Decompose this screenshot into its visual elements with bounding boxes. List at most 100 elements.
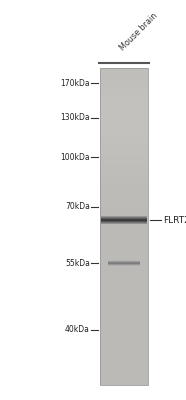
Bar (100, 110, 148, 111)
Bar (100, 315, 148, 316)
Bar (100, 116, 148, 117)
Bar (100, 214, 148, 215)
Bar (100, 190, 148, 192)
Bar (100, 181, 148, 182)
Bar (100, 230, 148, 231)
Bar (100, 333, 148, 334)
Bar (100, 87, 148, 88)
Bar (100, 139, 148, 140)
Bar (100, 309, 148, 310)
Bar (100, 374, 148, 376)
Bar (100, 368, 148, 369)
Bar (100, 177, 148, 178)
Bar (100, 370, 148, 371)
Bar (100, 82, 148, 83)
Bar (100, 208, 148, 210)
Bar (100, 250, 148, 251)
Bar (100, 278, 148, 279)
Bar (100, 195, 148, 196)
Bar (100, 284, 148, 285)
Bar (100, 338, 148, 340)
Bar (100, 128, 148, 129)
Bar (100, 120, 148, 121)
Bar (100, 369, 148, 370)
Bar (100, 260, 148, 261)
Bar (100, 69, 148, 70)
Bar (100, 119, 148, 120)
Bar (100, 233, 148, 234)
Bar (100, 268, 148, 269)
Bar (100, 277, 148, 278)
Bar (100, 76, 148, 78)
Bar (100, 290, 148, 291)
Bar (100, 222, 148, 223)
Bar (100, 326, 148, 327)
Bar (100, 376, 148, 378)
Bar (100, 68, 148, 385)
Bar (100, 107, 148, 108)
Bar (100, 106, 148, 107)
Bar (100, 198, 148, 199)
Bar (100, 272, 148, 273)
Bar (100, 179, 148, 180)
Bar (100, 193, 148, 194)
Bar (100, 248, 148, 249)
Bar (100, 358, 148, 360)
Bar (100, 132, 148, 134)
Bar (100, 218, 148, 219)
Bar (100, 270, 148, 271)
Bar (100, 229, 148, 230)
Bar (100, 344, 148, 345)
Bar (100, 363, 148, 364)
Text: FLRT2: FLRT2 (163, 216, 186, 224)
Bar (100, 371, 148, 372)
Bar (100, 111, 148, 112)
Bar (100, 276, 148, 277)
Bar (100, 360, 148, 361)
Bar (100, 294, 148, 295)
Bar (100, 264, 148, 266)
Bar (100, 312, 148, 313)
Bar (100, 146, 148, 147)
Bar (100, 217, 148, 218)
Bar (100, 134, 148, 136)
Bar (100, 287, 148, 288)
Text: 170kDa: 170kDa (60, 78, 90, 88)
Bar (100, 274, 148, 275)
Bar (100, 366, 148, 367)
Bar (100, 160, 148, 161)
Bar (100, 85, 148, 86)
Bar (100, 342, 148, 343)
Bar (100, 372, 148, 373)
Bar (100, 124, 148, 125)
Bar (100, 162, 148, 163)
Bar (100, 258, 148, 259)
Bar (100, 298, 148, 300)
Bar (100, 378, 148, 379)
Bar (100, 345, 148, 346)
Bar (100, 362, 148, 363)
Bar (100, 324, 148, 325)
Bar (100, 336, 148, 338)
Bar (100, 347, 148, 348)
Bar (100, 350, 148, 351)
Bar (100, 211, 148, 212)
Bar (100, 213, 148, 214)
Bar (100, 313, 148, 314)
Bar (100, 239, 148, 240)
Bar (100, 90, 148, 91)
Bar (100, 240, 148, 241)
Bar (100, 356, 148, 358)
Bar (100, 88, 148, 89)
Bar (100, 148, 148, 149)
Bar (100, 137, 148, 138)
Bar (100, 244, 148, 246)
Bar (100, 201, 148, 202)
Bar (100, 328, 148, 329)
Bar (100, 246, 148, 248)
Bar (100, 253, 148, 254)
Bar (100, 314, 148, 315)
Text: 130kDa: 130kDa (60, 114, 90, 122)
Bar (100, 108, 148, 109)
Bar (100, 381, 148, 382)
